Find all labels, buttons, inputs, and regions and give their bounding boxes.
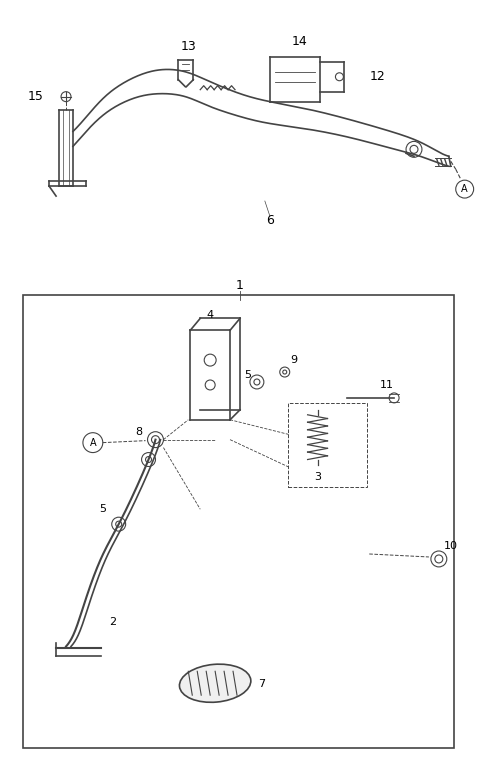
- Text: 13: 13: [180, 40, 196, 53]
- Text: 3: 3: [314, 472, 321, 483]
- Ellipse shape: [180, 664, 251, 702]
- Text: 7: 7: [258, 679, 265, 689]
- Text: 14: 14: [292, 36, 308, 49]
- Text: 9: 9: [290, 355, 297, 365]
- Text: 4: 4: [206, 310, 214, 320]
- Bar: [23, 295, 454, 748]
- Bar: [288, 403, 367, 487]
- Text: 11: 11: [380, 380, 394, 390]
- Text: 5: 5: [244, 370, 252, 380]
- Text: A: A: [461, 184, 468, 194]
- Text: 5: 5: [99, 504, 106, 515]
- Text: 12: 12: [369, 71, 385, 83]
- Text: 6: 6: [266, 215, 274, 228]
- Text: 15: 15: [27, 90, 43, 103]
- Text: 10: 10: [444, 541, 458, 551]
- Text: 1: 1: [236, 279, 244, 292]
- Text: 8: 8: [135, 427, 142, 436]
- Text: 2: 2: [109, 616, 116, 627]
- Text: A: A: [90, 438, 96, 448]
